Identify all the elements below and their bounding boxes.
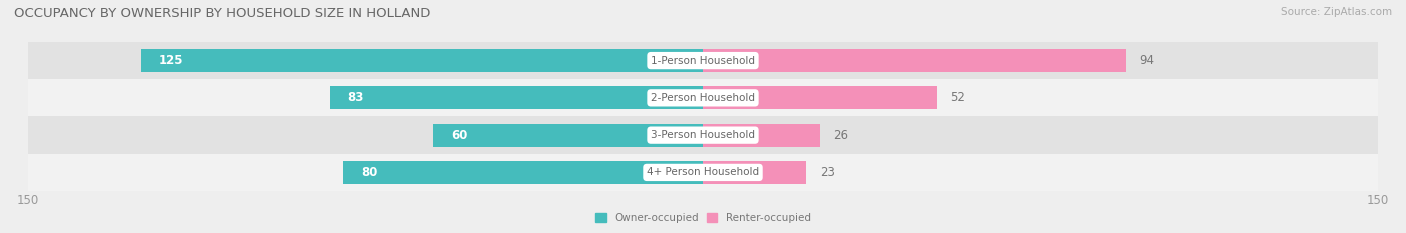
Text: 60: 60: [451, 129, 467, 142]
Text: 3-Person Household: 3-Person Household: [651, 130, 755, 140]
Bar: [329, 86, 703, 110]
Text: 80: 80: [361, 166, 377, 179]
Text: 52: 52: [950, 91, 966, 104]
Text: 26: 26: [834, 129, 848, 142]
Text: 125: 125: [159, 54, 183, 67]
Bar: [141, 49, 703, 72]
Text: 4+ Person Household: 4+ Person Household: [647, 168, 759, 177]
Text: 23: 23: [820, 166, 835, 179]
Text: 83: 83: [347, 91, 364, 104]
Bar: [28, 116, 1378, 154]
Text: OCCUPANCY BY OWNERSHIP BY HOUSEHOLD SIZE IN HOLLAND: OCCUPANCY BY OWNERSHIP BY HOUSEHOLD SIZE…: [14, 7, 430, 20]
Bar: [703, 161, 807, 184]
Bar: [703, 49, 1126, 72]
Legend: Owner-occupied, Renter-occupied: Owner-occupied, Renter-occupied: [595, 213, 811, 223]
Bar: [703, 123, 820, 147]
Text: 94: 94: [1139, 54, 1154, 67]
Bar: [28, 154, 1378, 191]
Text: Source: ZipAtlas.com: Source: ZipAtlas.com: [1281, 7, 1392, 17]
Text: 2-Person Household: 2-Person Household: [651, 93, 755, 103]
Bar: [28, 79, 1378, 116]
Bar: [433, 123, 703, 147]
Bar: [703, 86, 936, 110]
Text: 1-Person Household: 1-Person Household: [651, 56, 755, 65]
Bar: [343, 161, 703, 184]
Bar: [28, 42, 1378, 79]
